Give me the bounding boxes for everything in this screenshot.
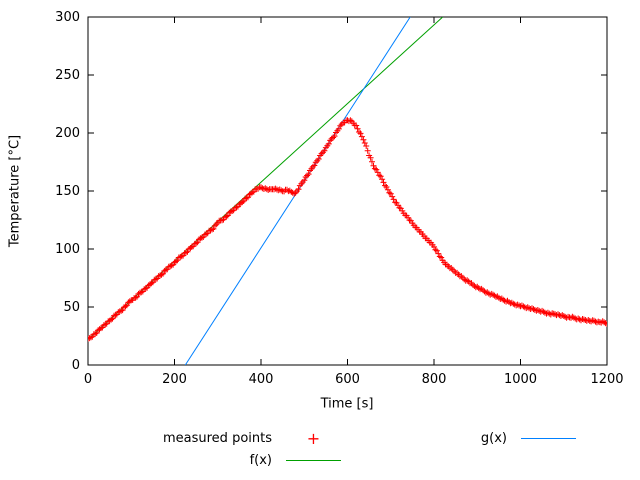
plus-marker-icon: + bbox=[306, 428, 321, 448]
x-tick-label: 0 bbox=[84, 372, 92, 387]
y-tick-label: 300 bbox=[55, 10, 80, 25]
series-measured-points bbox=[88, 117, 607, 342]
y-tick-label: 100 bbox=[55, 242, 80, 257]
x-tick-label: 1200 bbox=[590, 372, 623, 387]
x-axis-title: Time [s] bbox=[320, 396, 374, 412]
y-tick-label: 200 bbox=[55, 126, 80, 141]
legend-label-g: g(x) bbox=[480, 430, 507, 446]
line-sample-g-icon bbox=[521, 437, 576, 439]
y-axis-title: Temperature [°C] bbox=[7, 134, 23, 248]
line-sample-f-icon bbox=[286, 459, 341, 461]
x-tick-label: 400 bbox=[249, 372, 274, 387]
y-tick-label: 150 bbox=[55, 184, 80, 199]
plot-border bbox=[87, 16, 608, 366]
legend-label-f: f(x) bbox=[249, 452, 272, 468]
legend-entry-g: g(x) bbox=[327, 430, 576, 446]
y-tick-label: 0 bbox=[72, 358, 80, 373]
legend-entry-f: f(x) bbox=[92, 452, 341, 468]
legend-entry-measured-points: measured points + bbox=[92, 430, 341, 446]
x-tick-label: 1000 bbox=[504, 372, 537, 387]
y-tick-label: 250 bbox=[55, 68, 80, 83]
x-tick-label: 800 bbox=[422, 372, 447, 387]
x-tick-label: 600 bbox=[335, 372, 360, 387]
y-tick-label: 50 bbox=[63, 300, 80, 315]
legend-label-measured-points: measured points bbox=[162, 430, 272, 446]
x-tick-label: 200 bbox=[162, 372, 187, 387]
